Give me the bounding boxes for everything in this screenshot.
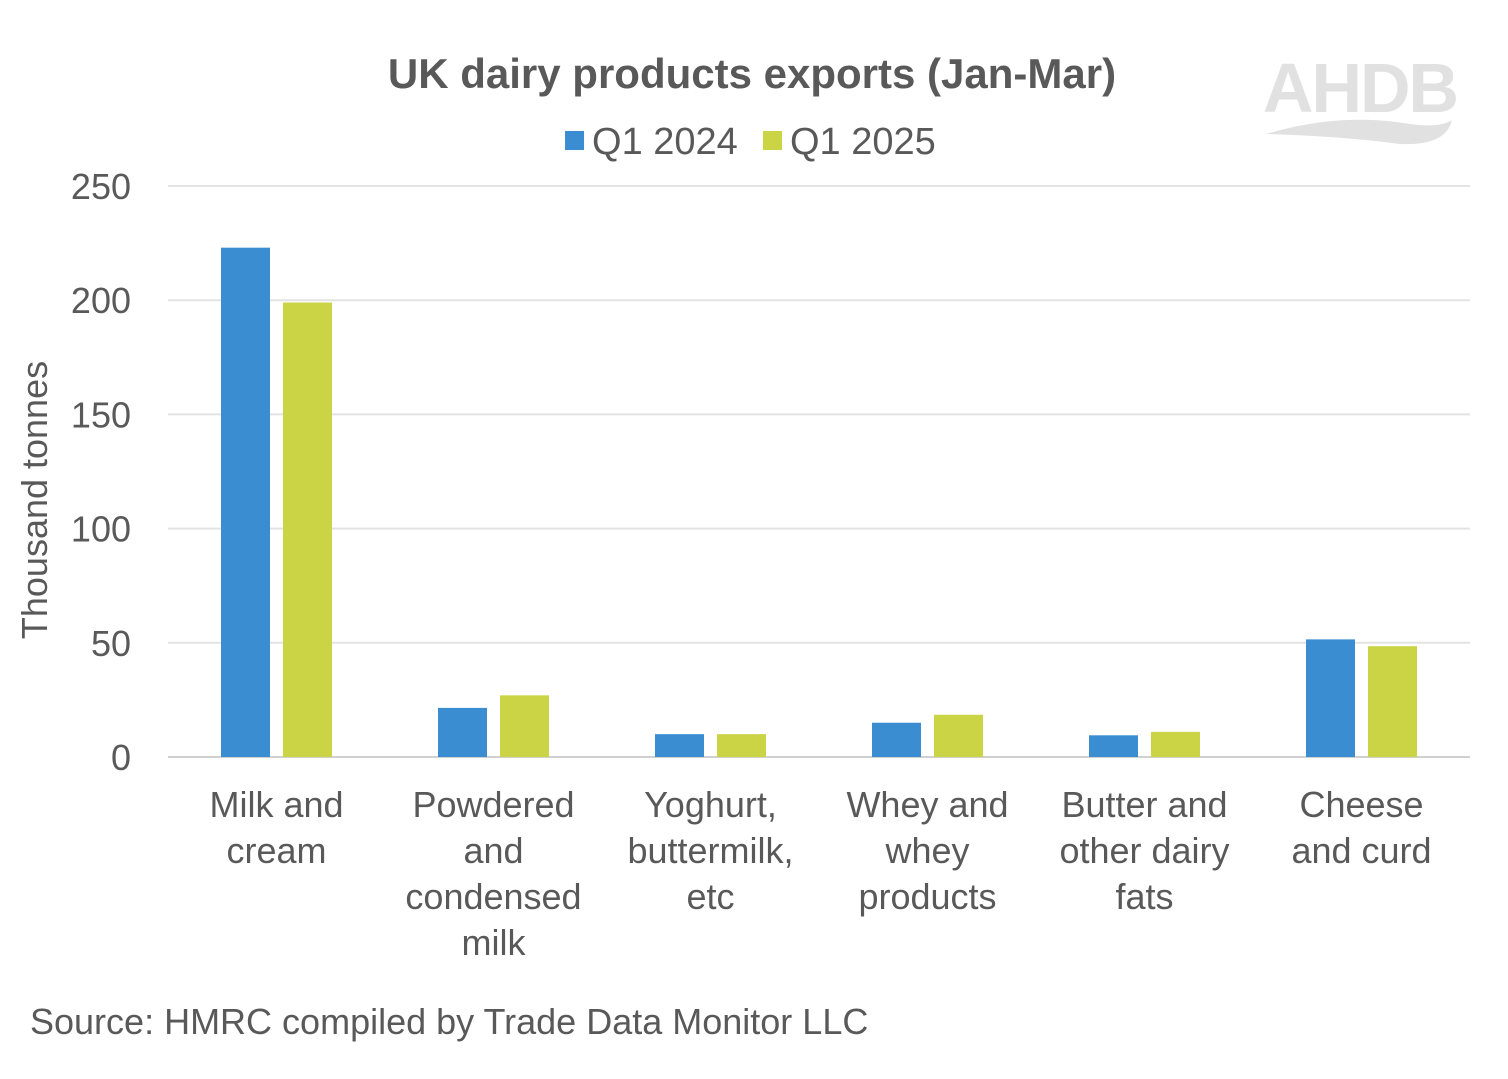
x-axis-labels: Milk and cream Powdered and condensed milk Yog… xyxy=(209,784,1431,963)
logo-swoosh xyxy=(1266,119,1452,145)
y-tick-label: 200 xyxy=(71,280,131,321)
logo-text: AHDB xyxy=(1263,49,1457,127)
legend-swatch xyxy=(763,131,782,150)
x-tick-label: Milk and cream xyxy=(209,784,343,871)
y-tick-label: 0 xyxy=(111,737,131,778)
bar-q1-2024 xyxy=(1089,735,1138,757)
legend-label: Q1 2025 xyxy=(790,121,936,163)
y-tick-label: 100 xyxy=(71,509,131,550)
legend: Q1 2024 Q1 2025 xyxy=(565,121,936,163)
bar-q1-2025 xyxy=(500,695,549,757)
bar-q1-2025 xyxy=(283,302,332,757)
chart-title: UK dairy products exports (Jan-Mar) xyxy=(388,50,1116,97)
x-tick-label: Cheese and curd xyxy=(1291,784,1431,871)
y-axis-ticks: 0 50 100 150 200 250 xyxy=(71,166,131,778)
x-tick-label: Yoghurt, buttermilk, etc xyxy=(627,784,793,917)
x-tick-label: Powdered and condensed milk xyxy=(405,784,581,963)
legend-label: Q1 2024 xyxy=(592,121,738,163)
gridlines xyxy=(168,185,1470,758)
bar-q1-2024 xyxy=(655,734,704,757)
bar-q1-2024 xyxy=(872,722,921,757)
bar-q1-2025 xyxy=(1151,731,1200,757)
x-tick-label: Butter and other dairy fats xyxy=(1059,784,1229,917)
x-tick-label: Whey and whey products xyxy=(846,784,1008,917)
legend-swatch xyxy=(565,131,585,150)
ahdb-logo: AHDB xyxy=(1263,49,1459,145)
bar-q1-2024 xyxy=(438,707,487,757)
bar-q1-2025 xyxy=(717,734,766,757)
y-tick-label: 150 xyxy=(71,394,131,435)
y-axis-label: Thousand tonnes xyxy=(14,361,55,639)
bar-q1-2025 xyxy=(934,714,983,757)
bar-q1-2025 xyxy=(1368,646,1417,757)
y-tick-label: 50 xyxy=(91,623,131,664)
source-note: Source: HMRC compiled by Trade Data Moni… xyxy=(30,1001,868,1042)
bar-q1-2024 xyxy=(221,247,270,757)
y-tick-label: 250 xyxy=(71,166,131,207)
bars xyxy=(221,247,1417,757)
bar-q1-2024 xyxy=(1306,639,1355,757)
